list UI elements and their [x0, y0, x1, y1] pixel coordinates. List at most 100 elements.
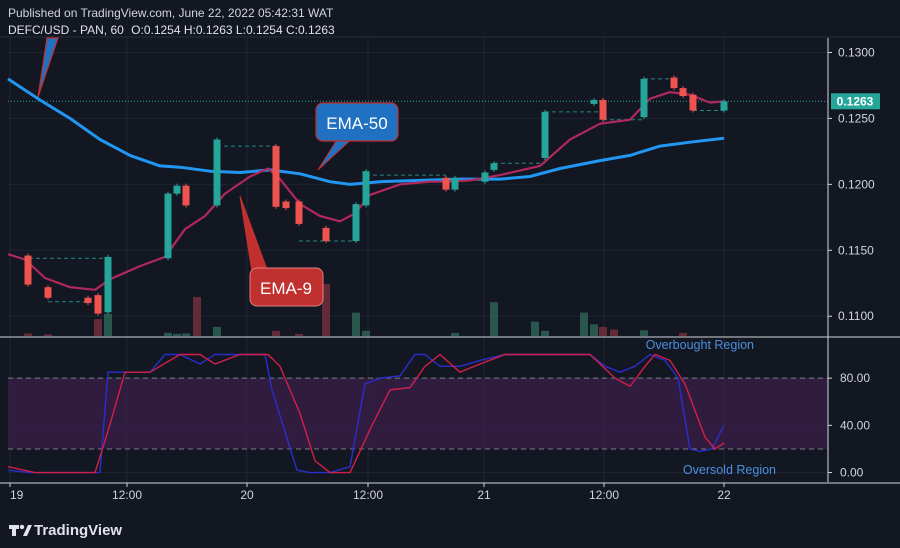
volume-bar-10	[295, 333, 303, 336]
candle-16	[451, 177, 459, 190]
ohlc-low-value: 0.1254	[245, 23, 283, 37]
symbol-label: DEFC/USD - PAN, 60	[8, 23, 124, 37]
volume-bars	[24, 284, 687, 336]
candle-15	[442, 177, 450, 190]
ema50-callout-box	[315, 102, 399, 142]
volume-bar-7	[193, 297, 201, 336]
candle-9	[272, 146, 280, 207]
volume-bar-6	[182, 333, 190, 336]
candle-5	[164, 193, 172, 259]
candles	[24, 75, 728, 316]
price-tick-label-1: 0.1150	[838, 243, 874, 257]
symbol-ohlc-line: DEFC/USD - PAN, 60 O:0.1254 H:0.1263 L:0…	[8, 23, 335, 37]
candle-17	[481, 172, 489, 182]
candle-19	[541, 111, 549, 158]
volume-bar-3	[104, 313, 112, 336]
candle-7	[182, 185, 190, 206]
volume-bar-12	[352, 312, 360, 336]
candle-1	[44, 287, 52, 298]
candle-18	[490, 163, 498, 170]
candle-4	[104, 256, 112, 313]
ema9-callout-box	[249, 267, 324, 307]
volume-bar-15	[490, 302, 498, 336]
volume-bar-2	[94, 319, 102, 336]
ohlc-low-label: L:	[235, 23, 246, 37]
volume-bar-4	[164, 332, 172, 336]
volume-bar-13	[362, 330, 370, 336]
time-tick-label-0: 19	[10, 488, 24, 502]
tradingview-logo-text: TradingView	[34, 522, 122, 539]
stoch-d-path	[7, 353, 725, 474]
candle-22	[640, 78, 648, 118]
ema50-callout-label: EMA-50	[326, 114, 387, 133]
volume-bar-20	[599, 326, 607, 336]
candle-8	[213, 139, 221, 206]
candle-13	[352, 204, 360, 242]
candle-14	[362, 171, 370, 206]
candle-21	[599, 99, 607, 120]
candle-20	[590, 99, 598, 104]
ema9-callout-label: EMA-9	[260, 279, 312, 298]
price-dash-lines	[8, 78, 828, 303]
annotations: EMA-50 EMA-9	[37, 37, 399, 307]
top-pointer-triangle	[37, 37, 59, 98]
volume-bar-17	[541, 330, 549, 336]
volume-bar-0	[24, 333, 32, 336]
price-tick-label-3: 0.1250	[838, 111, 875, 125]
axes: 0.1100 0.1150 0.1200 0.1250 0.1300 0.00 40.00 8…	[0, 36, 900, 502]
ohlc-close-value: 0.1263	[297, 23, 335, 37]
price-tick-label-0: 0.1100	[838, 309, 874, 323]
price-tick-label-2: 0.1200	[838, 177, 875, 191]
ohlc-high-value: 0.1263	[195, 23, 233, 37]
candle-12	[322, 227, 330, 242]
ema50-path	[7, 77, 725, 186]
time-tick-label-6: 22	[717, 488, 731, 502]
candle-6	[173, 185, 181, 194]
volume-bar-19	[590, 324, 598, 336]
volume-bar-1	[44, 334, 52, 336]
ema9-line	[7, 91, 725, 291]
candle-25	[689, 94, 697, 111]
volume-bar-23	[679, 332, 687, 336]
last-price-badge	[831, 93, 880, 110]
candle-24	[679, 88, 687, 97]
ema9-callout-pointer	[239, 195, 269, 273]
candle-0	[24, 255, 32, 285]
candle-3	[94, 295, 102, 314]
ema50-line	[7, 77, 725, 186]
osc-tick-label-2: 80.00	[840, 371, 870, 385]
ohlc-high-label: H:	[183, 23, 196, 37]
volume-bar-5	[173, 333, 181, 336]
last-price-label: 0.1263	[837, 94, 874, 108]
tradingview-logo-icon	[9, 524, 32, 536]
candle-2	[84, 297, 92, 304]
osc-tick-label-0: 0.00	[840, 466, 864, 480]
candle-26	[720, 101, 728, 111]
volume-bar-21	[610, 329, 618, 336]
volume-bar-9	[272, 330, 280, 336]
time-tick-label-5: 12:00	[589, 488, 619, 502]
volume-bar-11	[322, 284, 330, 336]
price-tick-label-4: 0.1300	[838, 46, 875, 60]
published-line: Published on TradingView.com, June 22, 2…	[8, 6, 334, 20]
time-tick-label-4: 21	[477, 488, 491, 502]
ema9-path	[7, 91, 725, 291]
ohlc-open-value: 0.1254	[143, 23, 181, 37]
volume-bar-8	[213, 326, 221, 336]
candle-10	[282, 201, 290, 209]
volume-bar-18	[580, 312, 588, 336]
volume-bar-22	[640, 330, 648, 336]
time-tick-label-3: 12:00	[353, 488, 383, 502]
oversold-label: Oversold Region	[683, 463, 776, 477]
candle-11	[295, 201, 303, 224]
oscillator-pane: Overbought Region Oversold Region	[7, 338, 828, 477]
tradingview-logo[interactable]: TradingView	[9, 522, 122, 539]
volume-bar-16	[531, 321, 539, 336]
osc-tick-label-1: 40.00	[840, 418, 870, 432]
volume-bar-14	[451, 332, 459, 336]
overbought-label: Overbought Region	[646, 338, 754, 352]
time-tick-label-1: 12:00	[112, 488, 142, 502]
osc-band-fill	[8, 378, 828, 449]
ohlc-open-label: O:	[131, 23, 144, 37]
